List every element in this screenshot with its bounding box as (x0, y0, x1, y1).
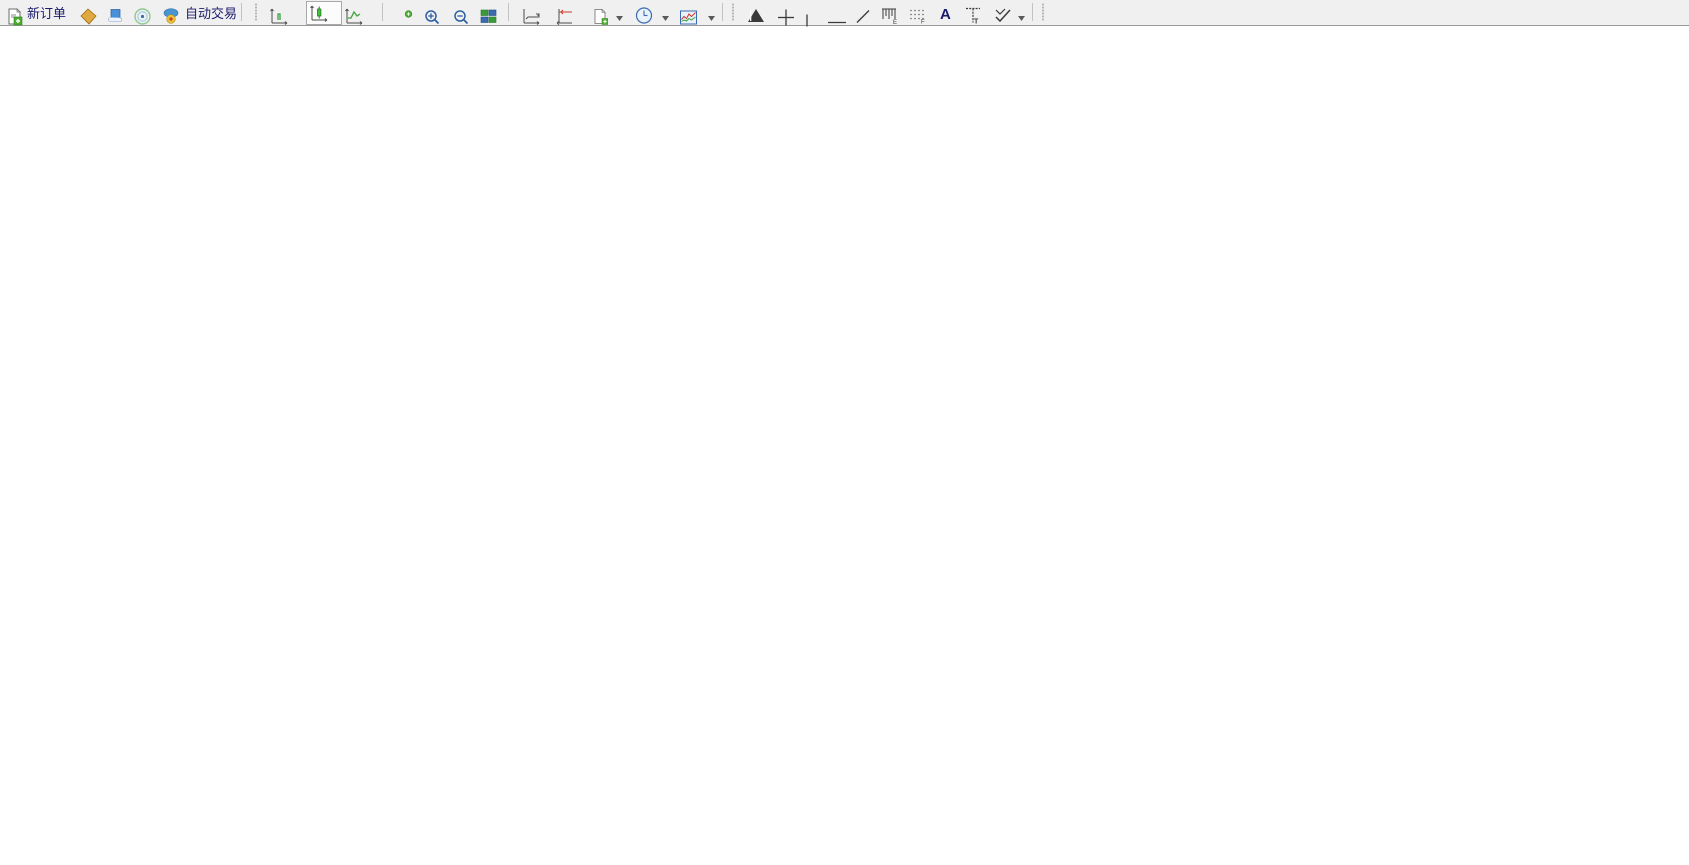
svg-text:E: E (893, 20, 897, 26)
svg-text:F: F (921, 20, 925, 26)
svg-text:T: T (974, 19, 979, 26)
